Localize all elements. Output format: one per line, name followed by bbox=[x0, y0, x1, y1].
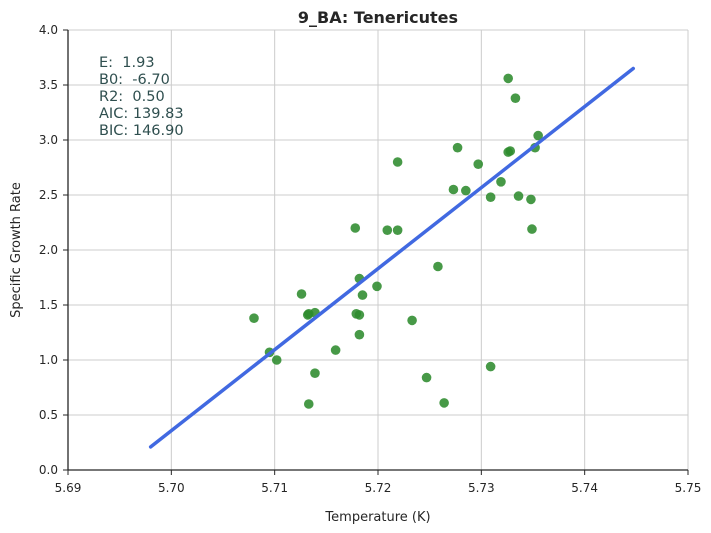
data-point bbox=[433, 261, 443, 272]
data-point bbox=[303, 399, 314, 409]
y-tick-label: 0.5 bbox=[39, 408, 58, 422]
stats-annotation: E: 1.93 B0: -6.70 R2: 0.50 AIC: 139.83 B… bbox=[99, 55, 184, 139]
data-point bbox=[296, 289, 307, 299]
y-tick-label: 4.0 bbox=[39, 23, 58, 37]
data-point bbox=[513, 191, 524, 201]
data-point bbox=[461, 185, 471, 196]
y-axis-label: Specific Growth Rate bbox=[9, 182, 24, 318]
x-tick-label: 5.70 bbox=[158, 481, 185, 495]
y-tick-label: 2.0 bbox=[39, 243, 58, 257]
x-tick-label: 5.71 bbox=[261, 481, 288, 495]
y-tick-label: 3.0 bbox=[39, 133, 58, 147]
y-tick-label: 3.5 bbox=[39, 78, 58, 92]
x-tick-label: 5.75 bbox=[675, 481, 702, 495]
x-tick-label: 5.73 bbox=[468, 481, 495, 495]
x-tick-label: 5.69 bbox=[55, 481, 82, 495]
data-point bbox=[249, 313, 259, 324]
data-point bbox=[392, 157, 403, 167]
y-tick-label: 1.0 bbox=[39, 353, 58, 367]
x-tick-label: 5.74 bbox=[571, 481, 598, 495]
axes bbox=[63, 29, 689, 475]
stat-b0: B0: -6.70 bbox=[99, 72, 170, 88]
data-point bbox=[485, 361, 496, 372]
data-point bbox=[350, 223, 361, 233]
data-point bbox=[421, 372, 432, 383]
fit-line-group bbox=[148, 66, 635, 449]
data-point bbox=[473, 159, 484, 169]
grid bbox=[67, 29, 689, 471]
data-point bbox=[382, 225, 393, 235]
fit-line bbox=[148, 66, 635, 449]
x-tick-label: 5.72 bbox=[365, 481, 392, 495]
data-point bbox=[510, 93, 521, 103]
data-point bbox=[354, 329, 365, 340]
y-tick-label: 2.5 bbox=[39, 188, 58, 202]
data-point bbox=[533, 130, 543, 141]
y-tick-label: 0.0 bbox=[39, 463, 58, 477]
data-point bbox=[392, 225, 403, 235]
stat-aic: AIC: 139.83 bbox=[99, 106, 184, 122]
data-point bbox=[310, 368, 320, 379]
data-point bbox=[354, 310, 365, 320]
data-points bbox=[249, 73, 543, 409]
data-point bbox=[357, 290, 368, 300]
data-point bbox=[448, 184, 459, 195]
data-point bbox=[407, 315, 417, 326]
x-axis-label: Temperature (K) bbox=[324, 510, 430, 525]
data-point bbox=[527, 224, 537, 234]
stat-e: E: 1.93 bbox=[99, 55, 155, 71]
data-point bbox=[271, 355, 282, 365]
data-point bbox=[330, 345, 341, 355]
data-point bbox=[485, 192, 496, 202]
data-point bbox=[439, 398, 449, 408]
x-tick-labels: 5.69 5.70 5.71 5.72 5.73 5.74 5.75 bbox=[55, 481, 702, 495]
data-point bbox=[496, 177, 506, 187]
y-tick-labels: 0.0 0.5 1.0 1.5 2.0 2.5 3.0 3.5 4.0 bbox=[39, 23, 58, 477]
y-tick-label: 1.5 bbox=[39, 298, 58, 312]
stat-bic: BIC: 146.90 bbox=[99, 123, 184, 139]
data-point bbox=[452, 142, 463, 153]
chart-title: 9_BA: Tenericutes bbox=[298, 8, 458, 27]
data-point bbox=[503, 73, 513, 84]
data-point bbox=[526, 194, 536, 205]
data-point bbox=[372, 281, 382, 292]
stat-r2: R2: 0.50 bbox=[99, 89, 165, 105]
data-point bbox=[505, 146, 516, 156]
